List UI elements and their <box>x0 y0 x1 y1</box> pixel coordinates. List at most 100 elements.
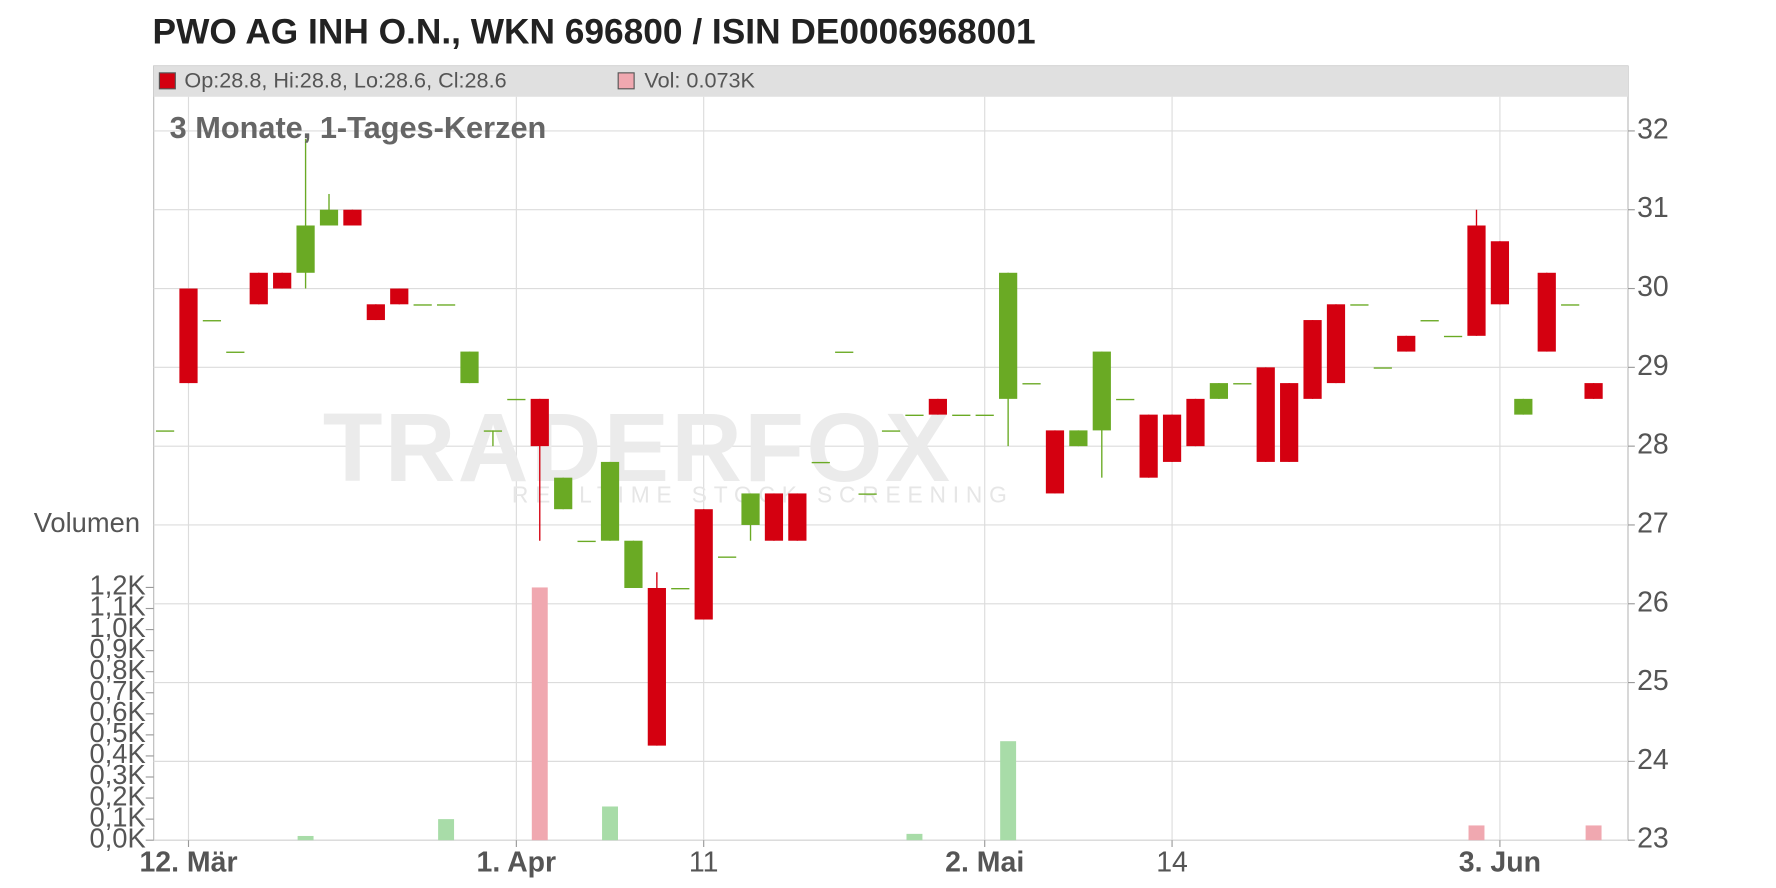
volume-axis-label: Volumen <box>34 507 140 538</box>
candle-body <box>1397 335 1416 352</box>
x-tick-label: 14 <box>1156 847 1188 879</box>
y2-tick-label: 0,1K <box>90 801 146 832</box>
candle-body <box>811 461 830 464</box>
candle-body <box>390 288 409 305</box>
candle-body <box>530 398 549 447</box>
candle-body <box>507 398 526 401</box>
candle-body <box>366 304 385 321</box>
candle-body <box>1045 430 1065 494</box>
candle-body <box>1256 367 1275 462</box>
candle-body <box>483 430 503 432</box>
y-tick-label: 27 <box>1637 507 1669 539</box>
y2-tick-label: 0,2K <box>90 780 146 811</box>
candle-body <box>1584 383 1603 399</box>
volume-legend: Vol: 0.073K <box>644 68 755 93</box>
candle-body <box>1092 351 1111 431</box>
x-tick-label: 3. Jun <box>1459 847 1541 879</box>
x-tick-label: 2. Mai <box>945 847 1024 879</box>
candle-body <box>436 304 456 306</box>
grid <box>145 96 1635 848</box>
x-tick-label: 1. Apr <box>477 847 557 879</box>
candle-body <box>1303 320 1322 399</box>
candle-body <box>624 540 643 589</box>
y-tick-label: 23 <box>1637 823 1669 855</box>
candle-body <box>1350 304 1369 306</box>
candle-body <box>319 209 339 226</box>
marks <box>155 138 1603 841</box>
y-tick-label: 24 <box>1637 744 1669 776</box>
candle-body <box>999 272 1018 399</box>
watermark-tagline: REALTIME STOCK SCREENING <box>512 481 1014 507</box>
y2-tick-label: 0,5K <box>90 717 146 748</box>
candle-body <box>273 272 292 289</box>
candle-body <box>1069 430 1088 447</box>
candle-body <box>1326 304 1346 384</box>
candle-body <box>1116 398 1135 401</box>
volume-bar <box>297 835 314 841</box>
candle-body <box>1514 398 1533 415</box>
candle-body <box>202 320 222 322</box>
candle-body <box>1209 383 1229 399</box>
y2-tick-label: 0,3K <box>90 759 146 790</box>
y-tick-label: 25 <box>1637 665 1669 697</box>
y-tick-label: 26 <box>1637 586 1669 618</box>
y-tick-label: 30 <box>1637 271 1669 303</box>
candle-body <box>226 351 245 353</box>
volume-bar <box>1585 825 1602 841</box>
x-tick-label: 12. Mär <box>139 847 237 879</box>
candle-body <box>1373 367 1392 369</box>
y-tick-label: 28 <box>1637 429 1669 461</box>
candle-body <box>1139 414 1158 478</box>
candle-body <box>741 493 760 525</box>
legend-bar <box>153 66 1629 97</box>
candle-body <box>1186 398 1205 447</box>
candle-body <box>600 461 620 541</box>
candle-body <box>671 588 690 590</box>
candle-body <box>179 288 198 384</box>
candle-body <box>1443 335 1463 338</box>
y2-tick-label: 1,1K <box>90 591 146 622</box>
candle-body <box>1537 272 1556 352</box>
x-tick-label: 11 <box>689 847 719 879</box>
candle-body <box>343 209 362 226</box>
y2-tick-label: 0,9K <box>90 633 146 664</box>
candle-body <box>460 351 479 384</box>
candle-body <box>1280 383 1299 462</box>
candle-body <box>1022 383 1041 385</box>
y2-tick-label: 0,4K <box>90 738 146 769</box>
candle-body <box>788 493 807 541</box>
candle-body <box>952 414 971 416</box>
candle-body <box>296 225 315 273</box>
candle-body <box>858 493 877 495</box>
candle-body <box>905 414 924 416</box>
candle-body <box>1233 383 1252 385</box>
volume-bar <box>906 833 923 841</box>
y-tick-label: 32 <box>1637 113 1669 145</box>
candle-body <box>718 556 737 558</box>
candle-body <box>554 477 573 510</box>
candle-body <box>1561 304 1580 306</box>
y2-tick-label: 1,0K <box>90 612 146 643</box>
volume-bar <box>1468 825 1485 841</box>
candle-body <box>694 509 713 620</box>
y2-tick-label: 1,2K <box>90 570 146 601</box>
watermark: TRADERFOX <box>323 392 953 502</box>
volume-bar <box>531 587 548 841</box>
volume-legend-swatch <box>617 72 635 90</box>
y2-tick-label: 0,6K <box>90 696 146 727</box>
candle-body <box>413 304 432 306</box>
candle-body <box>764 493 784 541</box>
volume-bar <box>602 806 618 841</box>
price-legend: Op:28.8, Hi:28.8, Lo:28.6, Cl:28.6 <box>184 68 506 93</box>
y2-tick-label: 0,7K <box>90 675 146 706</box>
candle-body <box>881 430 901 432</box>
candle-body <box>577 540 596 543</box>
candle-body <box>1467 225 1486 336</box>
candle-body <box>249 272 268 305</box>
chart-subtitle: 3 Monate, 1-Tages-Kerzen <box>170 110 547 145</box>
y-tick-label: 31 <box>1637 192 1669 224</box>
y2-tick-label: 0,8K <box>90 654 146 685</box>
volume-bar <box>438 819 455 841</box>
